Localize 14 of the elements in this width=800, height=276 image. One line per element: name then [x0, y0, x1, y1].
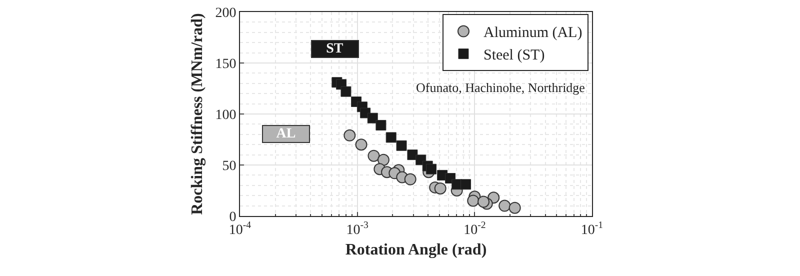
- annotation: ST: [326, 42, 344, 56]
- annotation: Ofunato, Hachinohe, Northridge: [416, 80, 586, 95]
- x-axis-title: Rotation Angle (rad): [345, 242, 487, 258]
- y-tick-label: 200: [215, 6, 236, 21]
- x-tick-label: 10$^{-2}$: [464, 220, 486, 238]
- y-tick-label: 100: [215, 108, 236, 123]
- legend-label: Aluminum (AL): [483, 25, 582, 42]
- y-tick-label: 150: [215, 56, 236, 72]
- legend-label: Steel (ST): [483, 48, 545, 64]
- x-tick-label: 10$^{-3}$: [346, 220, 369, 238]
- y-tick-label: 50: [222, 158, 236, 174]
- annotation: AL: [276, 126, 296, 142]
- y-axis-title: Rocking Stiffness (MNm/rad): [189, 13, 206, 215]
- x-tick-label: 10$^{-1}$: [580, 220, 604, 238]
